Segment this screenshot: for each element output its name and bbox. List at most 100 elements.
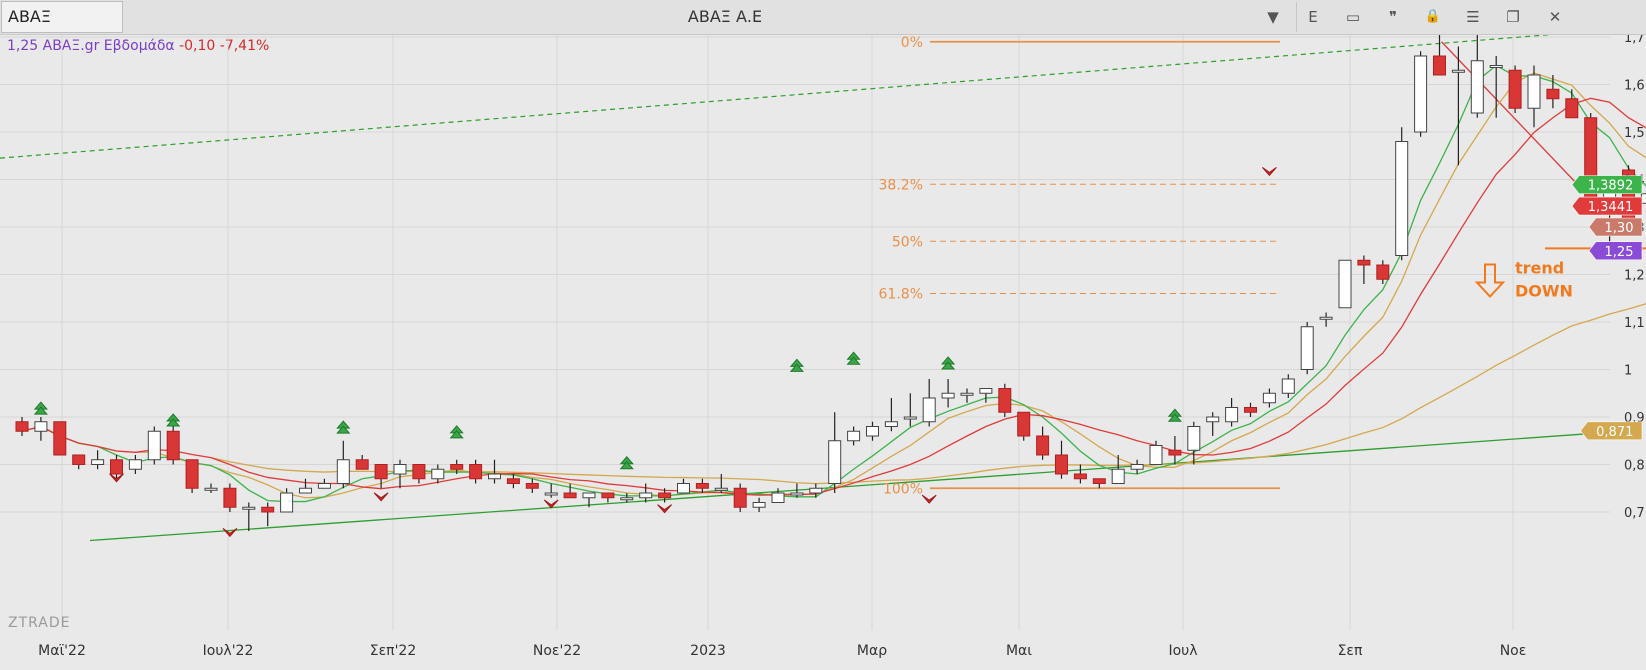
price-tag xyxy=(1588,241,1643,261)
sell-signal-icon xyxy=(543,499,559,509)
price-tag-label: 1,3892 xyxy=(1588,179,1634,194)
x-tick-label: Μαϊ'22 xyxy=(38,643,86,659)
e-button[interactable]: E xyxy=(1308,8,1318,26)
x-tick-label: Νοε'22 xyxy=(533,643,581,659)
symbol-input[interactable]: ΑΒΑΞ xyxy=(1,1,123,33)
candle-body xyxy=(147,430,161,461)
candle-body xyxy=(91,459,105,465)
x-tick-label: Σεπ xyxy=(1338,643,1363,659)
y-tick-label: 1 xyxy=(1624,364,1632,379)
candle-body xyxy=(1376,264,1390,280)
candle-body xyxy=(317,483,331,489)
candle-body xyxy=(1338,259,1352,309)
price-tag-label: 0,871 xyxy=(1596,425,1633,440)
candle-body xyxy=(1395,141,1409,256)
buy-signal-icon xyxy=(33,406,48,415)
candle-body xyxy=(1433,55,1446,76)
resistance-line xyxy=(1441,41,1601,209)
quote-info: 1,25 ΑΒΑΞ.gr Εβδομάδα -0,10 -7,41% xyxy=(7,38,269,54)
candle-body xyxy=(1357,259,1371,266)
buy-signal-icon xyxy=(941,361,956,370)
y-tick-label: 1,7 xyxy=(1624,35,1645,46)
price-tag-label: 1,3441 xyxy=(1588,200,1634,215)
quote-icon[interactable]: ❞ xyxy=(1388,8,1398,26)
fib-level-label: 50% xyxy=(892,234,923,250)
annotations: trend DOWN 1,3892 1,3441 1,30 1,25 0,871 ZTRADE xyxy=(8,175,1646,631)
x-tick-label: Νοε xyxy=(1500,643,1527,659)
candle-body xyxy=(695,483,709,489)
candle-body xyxy=(998,388,1012,413)
candle-body xyxy=(1319,316,1333,320)
candle-body xyxy=(393,464,407,475)
candle-body xyxy=(1489,65,1503,68)
candle-body xyxy=(299,487,312,494)
lock-icon[interactable]: 🔒 xyxy=(1424,9,1442,24)
candle-body xyxy=(223,487,237,508)
info-period: Εβδομάδα xyxy=(103,38,175,54)
menu-icon[interactable]: ☰ xyxy=(1466,8,1480,26)
info-change: -0,10 xyxy=(179,38,216,54)
sell-signal-icon xyxy=(373,492,389,502)
buy-signal-icon xyxy=(449,430,464,439)
sell-signal-icon xyxy=(921,494,937,504)
candle-body xyxy=(261,506,275,513)
y-tick-label: 0,7 xyxy=(1624,506,1645,521)
title-bar: ΑΒΑΞ ΑΒΑΞ Α.Ε ▼ E ▭ ❞ 🔒 ☰ ❐ ✕ xyxy=(0,0,1646,35)
candle-body xyxy=(525,483,539,489)
candle-body xyxy=(374,464,388,480)
x-tick-label: Ιουλ'22 xyxy=(203,643,254,659)
x-tick-label: 2023 xyxy=(690,643,726,659)
candle-body xyxy=(1565,98,1579,119)
buy-signal-icon xyxy=(1167,413,1182,422)
ma-green-line xyxy=(21,64,1646,503)
watermark: ZTRADE xyxy=(8,615,71,631)
candle-body xyxy=(828,440,842,484)
fib-level-label: 0% xyxy=(901,35,923,51)
layout-icon[interactable]: ▭ xyxy=(1345,8,1361,26)
dropdown-icon[interactable]: ▼ xyxy=(1267,8,1279,26)
x-tick-label: Σεπ'22 xyxy=(370,643,417,659)
candle-body xyxy=(1168,449,1182,456)
candle-body xyxy=(1451,69,1465,73)
candle-body xyxy=(884,421,898,427)
candle-body xyxy=(34,421,48,432)
candle-body xyxy=(563,492,577,499)
candle-body xyxy=(1092,478,1106,484)
candle-body xyxy=(53,421,67,456)
candle-body xyxy=(960,392,974,396)
candle-body xyxy=(128,459,142,470)
candle-body xyxy=(185,459,199,489)
x-tick-label: Ιουλ xyxy=(1168,643,1197,659)
candle-body xyxy=(1244,407,1257,413)
candle-body xyxy=(752,502,766,508)
price-chart[interactable]: Μαϊ'22 Ιουλ'22 Σεπ'22 Νοε'22 2023 Μαρ Μαι Ιουλ Σ… xyxy=(0,35,1646,670)
fib-level-label: 61.8% xyxy=(879,287,923,303)
candle-body xyxy=(355,459,369,470)
buy-signal-icon xyxy=(336,425,351,434)
info-symbol: ΑΒΑΞ.gr xyxy=(42,38,100,54)
toolbar-separator xyxy=(1296,2,1297,32)
candle-body xyxy=(431,468,445,480)
restore-icon[interactable]: ❐ xyxy=(1506,8,1520,26)
signal-markers xyxy=(33,166,1277,538)
y-tick-label: 1,1 xyxy=(1624,316,1645,331)
candle-body xyxy=(1111,468,1125,484)
fib-level-label: 100% xyxy=(883,481,923,497)
candle-body xyxy=(1149,445,1163,465)
close-icon[interactable]: ✕ xyxy=(1548,8,1562,26)
candle-body xyxy=(639,492,653,499)
price-tag xyxy=(1588,217,1643,237)
candle-body xyxy=(1281,378,1295,394)
sell-signal-icon xyxy=(1262,166,1277,177)
trend-annotation-text: DOWN xyxy=(1515,282,1573,301)
price-tag xyxy=(1580,421,1643,441)
candle-body xyxy=(506,478,520,484)
candle-body xyxy=(1206,416,1220,423)
sell-signal-icon xyxy=(657,504,672,514)
upper-channel-line xyxy=(0,35,1554,159)
candle-body xyxy=(941,392,955,399)
candle-body xyxy=(166,430,180,461)
candle-body xyxy=(544,492,558,496)
candle-body xyxy=(1527,74,1541,109)
chart-lines xyxy=(0,35,1646,542)
